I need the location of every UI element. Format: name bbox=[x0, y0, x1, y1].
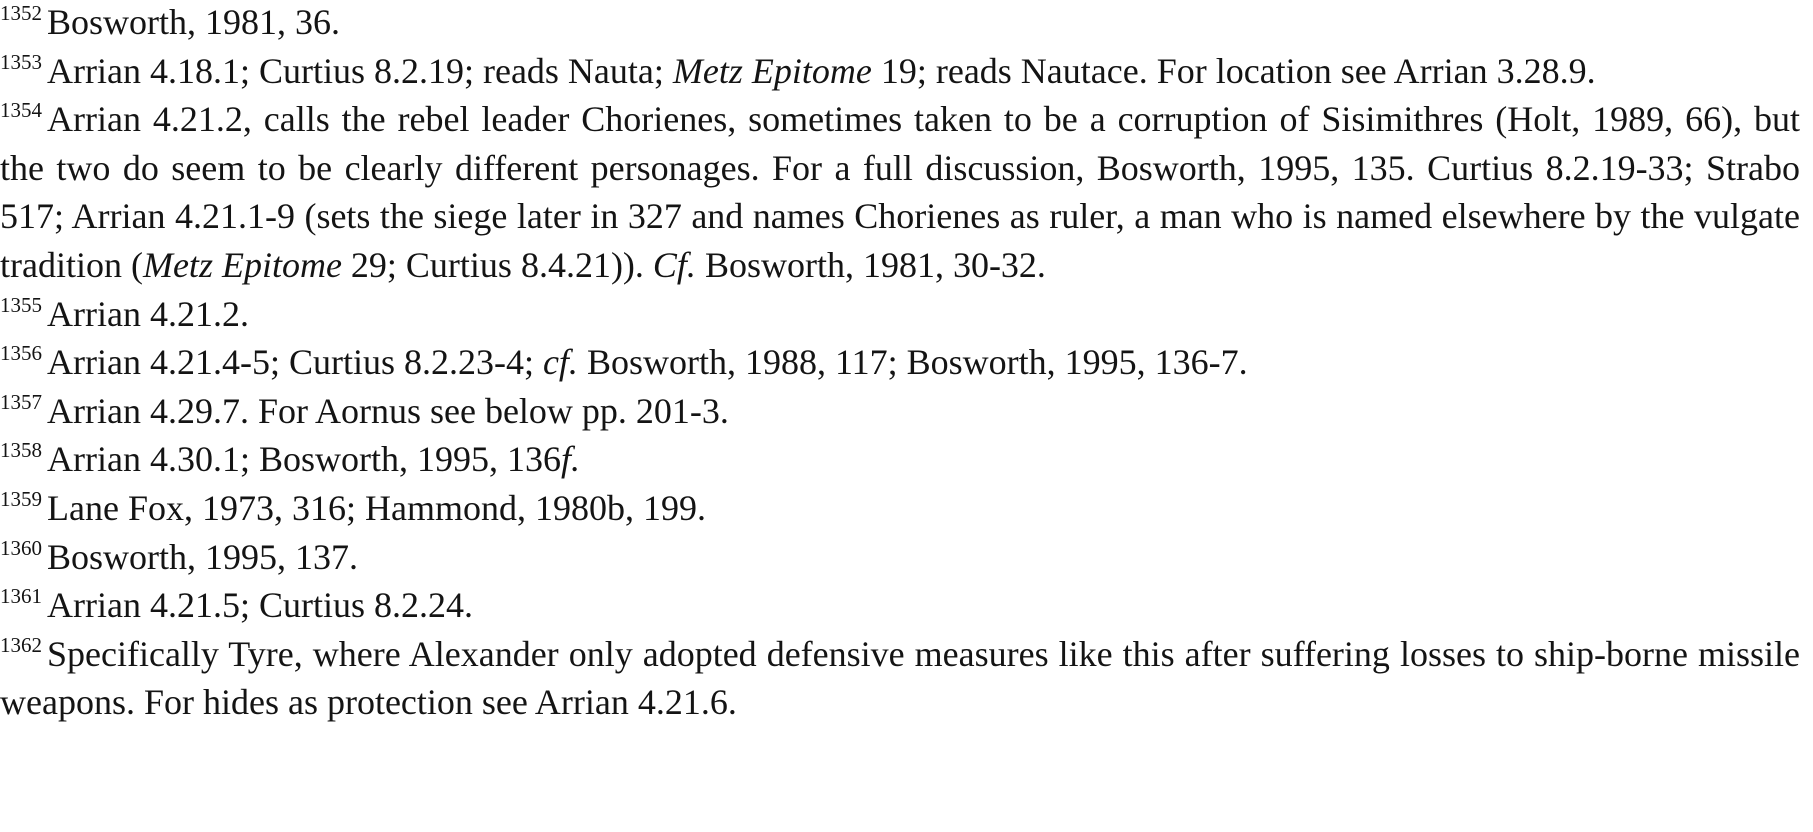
footnote-1359: 1359 Lane Fox, 1973, 316; Hammond, 1980b,… bbox=[0, 484, 1800, 533]
footnote-number: 1355 bbox=[0, 292, 42, 317]
footnote-text: Arrian 4.30.1; Bosworth, 1995, 136f. bbox=[47, 439, 580, 479]
footnote-text-segment: 19; reads Nautace. For location see Arri… bbox=[871, 50, 1596, 91]
cf-abbreviation: cf. bbox=[542, 342, 578, 383]
footnote-number: 1360 bbox=[0, 535, 42, 560]
footnote-number: 1357 bbox=[0, 389, 42, 414]
footnote-text-segment: Arrian 4.29.7. For Aornus see below pp. … bbox=[47, 390, 729, 431]
footnote-text: Arrian 4.29.7. For Aornus see below pp. … bbox=[47, 391, 729, 431]
cf-abbreviation: Cf. bbox=[652, 244, 696, 285]
footnote-text-segment: Specifically Tyre, where Alexander only … bbox=[0, 633, 1800, 723]
footnote-number: 1352 bbox=[0, 1, 42, 25]
footnote-number: 1354 bbox=[0, 98, 42, 123]
footnote-text-segment: Lane Fox, 1973, 316; Hammond, 1980b, 199… bbox=[47, 487, 706, 528]
footnote-1353: 1353 Arrian 4.18.1; Curtius 8.2.19; reads… bbox=[0, 47, 1800, 96]
footnote-text-segment: Arrian 4.21.2. bbox=[47, 293, 249, 334]
footnote-1352: 1352 Bosworth, 1981, 36. bbox=[0, 0, 1800, 47]
footnote-1354: 1354 Arrian 4.21.2, calls the rebel leade… bbox=[0, 95, 1800, 289]
footnote-text: Lane Fox, 1973, 316; Hammond, 1980b, 199… bbox=[47, 488, 706, 528]
footnote-text-segment: Bosworth, 1995, 137. bbox=[47, 536, 359, 577]
footnote-text: Arrian 4.21.5; Curtius 8.2.24. bbox=[47, 585, 473, 625]
footnote-list: 1352 Bosworth, 1981, 36. 1353 Arrian 4.18.… bbox=[0, 0, 1800, 727]
footnote-1362: 1362 Specifically Tyre, where Alexander o… bbox=[0, 630, 1800, 727]
footnote-text-segment: Bosworth, 1981, 30-32. bbox=[695, 244, 1046, 285]
footnote-text-segment: Arrian 4.30.1; Bosworth, 1995, 136 bbox=[47, 439, 561, 480]
footnote-text-segment: Arrian 4.21.2, calls the rebel leader Ch… bbox=[0, 99, 1800, 285]
footnote-1355: 1355 Arrian 4.21.2. bbox=[0, 290, 1800, 339]
footnote-1356: 1356 Arrian 4.21.4-5; Curtius 8.2.23-4; c… bbox=[0, 338, 1800, 387]
footnote-text-segment: Bosworth, 1988, 117; Bosworth, 1995, 136… bbox=[577, 342, 1248, 383]
footnote-number: 1356 bbox=[0, 341, 42, 366]
footnote-text: Arrian 4.21.4-5; Curtius 8.2.23-4; cf. B… bbox=[47, 342, 1248, 382]
work-title: Metz Epitome bbox=[142, 244, 342, 285]
footnote-text: Specifically Tyre, where Alexander only … bbox=[0, 634, 1800, 723]
footnote-text: Arrian 4.21.2. bbox=[47, 294, 249, 334]
footnote-number: 1362 bbox=[0, 632, 42, 657]
footnote-text-segment: Arrian 4.21.4-5; Curtius 8.2.23-4; bbox=[47, 342, 543, 383]
footnote-number: 1361 bbox=[0, 584, 42, 609]
work-title: Metz Epitome bbox=[672, 50, 872, 91]
footnote-number: 1358 bbox=[0, 438, 42, 463]
footnote-number: 1359 bbox=[0, 486, 42, 511]
footnote-1360: 1360 Bosworth, 1995, 137. bbox=[0, 533, 1800, 582]
footnote-1357: 1357 Arrian 4.29.7. For Aornus see below … bbox=[0, 387, 1800, 436]
footnote-text: Bosworth, 1995, 137. bbox=[47, 537, 358, 577]
footnote-text-segment: 29; Curtius 8.4.21)). bbox=[341, 244, 653, 285]
footnote-text-segment: Arrian 4.18.1; Curtius 8.2.19; reads Nau… bbox=[47, 50, 673, 91]
f-abbreviation: f. bbox=[560, 439, 580, 480]
footnote-text-segment: Bosworth, 1981, 36. bbox=[47, 2, 341, 42]
footnote-text-segment: Arrian 4.21.5; Curtius 8.2.24. bbox=[47, 585, 473, 626]
footnote-number: 1353 bbox=[0, 49, 42, 74]
footnote-text: Arrian 4.21.2, calls the rebel leader Ch… bbox=[0, 99, 1800, 285]
footnote-1358: 1358 Arrian 4.30.1; Bosworth, 1995, 136f. bbox=[0, 435, 1800, 484]
footnote-text: Bosworth, 1981, 36. bbox=[47, 2, 340, 42]
footnote-1361: 1361 Arrian 4.21.5; Curtius 8.2.24. bbox=[0, 581, 1800, 630]
footnote-text: Arrian 4.18.1; Curtius 8.2.19; reads Nau… bbox=[47, 51, 1596, 91]
